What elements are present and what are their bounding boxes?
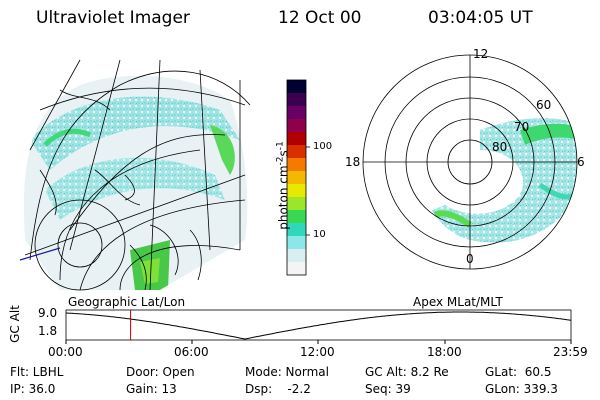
mlt-label-dusk: 18: [345, 155, 361, 169]
colorbar-band: [287, 184, 306, 198]
mlt-label-noon: 12: [473, 47, 489, 61]
colorbar-unit-label: photon cm-2s-1: [275, 141, 291, 230]
left-panel-caption: Geographic Lat/Lon: [68, 295, 186, 309]
colorbar-band: [287, 119, 306, 133]
ip-info: IP: 36.0: [10, 382, 56, 396]
colorbar-tick-10: 10: [313, 229, 326, 240]
colorbar-band: [287, 236, 306, 250]
colorbar-band: [287, 197, 306, 211]
filter-info: Flt: LBHL: [10, 365, 64, 379]
mlat-label-80: 80: [492, 140, 508, 154]
dsp-info: Dsp: -2.2: [245, 382, 311, 396]
colorbar-band: [287, 80, 306, 94]
colorbar-band: [287, 210, 306, 224]
colorbar-tick-100: 100: [313, 141, 333, 152]
colorbar-band: [287, 223, 306, 237]
time-tick-2359: 23:59: [553, 345, 588, 359]
glon-info: GLon: 339.3: [485, 382, 558, 396]
right-panel-caption: Apex MLat/MLT: [413, 295, 503, 309]
observation-date: 12 Oct 00: [278, 8, 362, 28]
altitude-ytick-max: 9.0: [38, 306, 58, 320]
door-info: Door: Open: [126, 365, 195, 379]
colorbar-band: [287, 145, 306, 159]
colorbar-band: [287, 106, 306, 120]
mlat-label-70: 70: [514, 120, 530, 134]
observation-time: 03:04:05 UT: [428, 8, 533, 28]
sequence-info: Seq: 39: [365, 382, 411, 396]
mode-info: Mode: Normal: [245, 365, 329, 379]
mlt-label-dawn: 6: [577, 155, 585, 169]
gc-alt-info: GC Alt: 8.2 Re: [365, 365, 449, 379]
glat-info: GLat: 60.5: [485, 365, 552, 379]
colorbar-band: [287, 171, 306, 185]
colorbar-band: [287, 262, 306, 276]
time-tick-0600: 06:00: [174, 345, 209, 359]
altitude-ylabel: GC Alt: [8, 305, 22, 343]
colorbar-band: [287, 249, 306, 263]
colorbar-band: [287, 93, 306, 107]
instrument-title: Ultraviolet Imager: [36, 8, 190, 28]
mlat-label-60: 60: [536, 98, 552, 112]
altitude-ytick-min: 1.8: [38, 324, 58, 338]
time-tick-1800: 18:00: [427, 345, 462, 359]
time-tick-0000: 00:00: [48, 345, 83, 359]
colorbar-band: [287, 132, 306, 146]
polar-grid: [362, 54, 578, 270]
altitude-curve: [65, 311, 572, 340]
geographic-map: [23, 75, 248, 291]
gain-info: Gain: 13: [126, 382, 177, 396]
time-tick-1200: 12:00: [300, 345, 335, 359]
mlt-label-midnight: 0: [466, 252, 474, 266]
geographic-grid: [19, 59, 251, 291]
colorbar: [287, 80, 306, 276]
colorbar-frame: [286, 79, 307, 276]
colorbar-band: [287, 158, 306, 172]
